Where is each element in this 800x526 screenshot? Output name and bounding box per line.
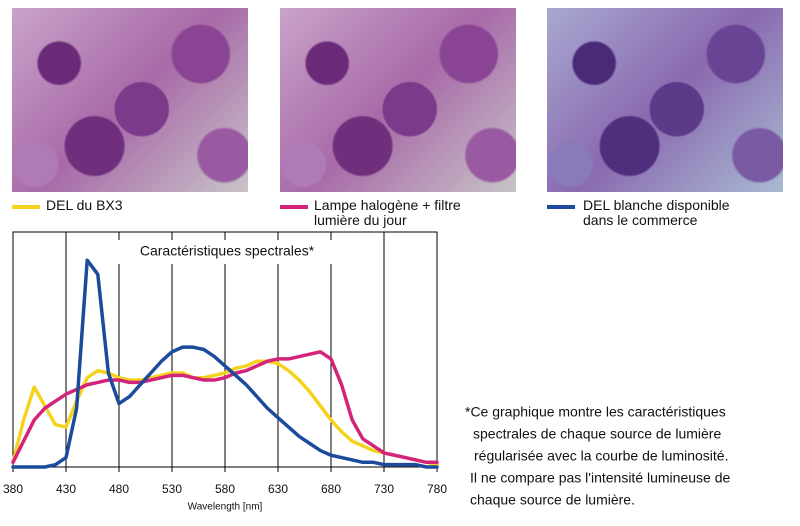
title-background bbox=[118, 240, 336, 264]
x-tick-label: 780 bbox=[427, 482, 447, 496]
footnote-line: chaque source de lumière. bbox=[470, 492, 635, 508]
spectrum-line bbox=[11, 350, 439, 465]
legend-swatch bbox=[280, 205, 308, 209]
footnote-line: spectrales de chaque source de lumière bbox=[473, 426, 721, 442]
legend-label: Lampe halogène + filtre lumière du jour bbox=[314, 197, 461, 228]
footnote-line: Il ne compare pas l'intensité lumineuse … bbox=[470, 470, 730, 486]
legend-swatch bbox=[12, 205, 40, 209]
x-axis-label: Wavelength [nm] bbox=[188, 502, 263, 513]
footnote-line: *Ce graphique montre les caractéristique… bbox=[465, 404, 726, 420]
footnote-line: régularisée avec la courbe de luminosité… bbox=[474, 448, 728, 464]
chart-title: Caractéristiques spectrales* bbox=[140, 243, 315, 259]
spectrum-line bbox=[11, 258, 439, 469]
x-tick-label: 380 bbox=[3, 482, 23, 496]
x-tick-label: 430 bbox=[56, 482, 76, 496]
legend-label: DEL blanche disponible dans le commerce bbox=[583, 197, 730, 228]
x-tick-label: 730 bbox=[374, 482, 394, 496]
legend-label: DEL du BX3 bbox=[46, 197, 123, 213]
x-tick-label: 630 bbox=[268, 482, 288, 496]
x-tick-label: 480 bbox=[109, 482, 129, 496]
x-tick-label: 530 bbox=[162, 482, 182, 496]
x-tick-label: 580 bbox=[215, 482, 235, 496]
x-tick-label: 680 bbox=[321, 482, 341, 496]
micrograph bbox=[547, 8, 783, 192]
legend-swatch bbox=[547, 205, 575, 209]
micrograph bbox=[280, 8, 516, 192]
micrograph bbox=[12, 8, 248, 192]
